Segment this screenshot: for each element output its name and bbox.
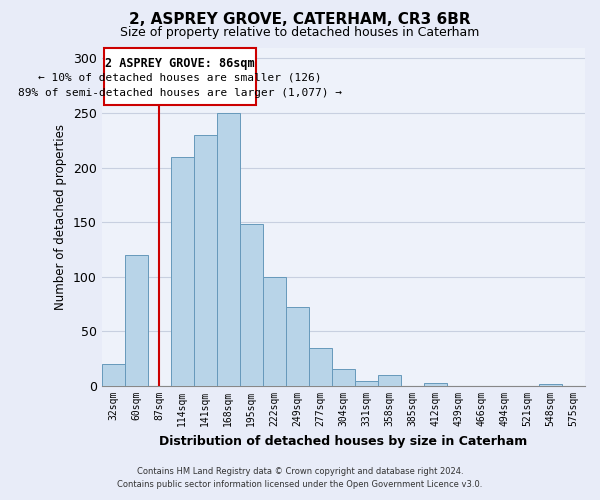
Text: 2 ASPREY GROVE: 86sqm: 2 ASPREY GROVE: 86sqm bbox=[105, 58, 255, 70]
Text: 2, ASPREY GROVE, CATERHAM, CR3 6BR: 2, ASPREY GROVE, CATERHAM, CR3 6BR bbox=[129, 12, 471, 28]
Bar bbox=[332, 368, 355, 386]
Bar bbox=[217, 113, 240, 386]
Bar bbox=[194, 135, 217, 386]
Bar bbox=[263, 277, 286, 386]
Bar bbox=[539, 384, 562, 386]
Bar bbox=[424, 383, 447, 386]
FancyBboxPatch shape bbox=[104, 48, 256, 106]
Bar bbox=[378, 375, 401, 386]
X-axis label: Distribution of detached houses by size in Caterham: Distribution of detached houses by size … bbox=[159, 434, 527, 448]
Bar bbox=[355, 380, 378, 386]
Text: ← 10% of detached houses are smaller (126): ← 10% of detached houses are smaller (12… bbox=[38, 72, 322, 83]
Text: Size of property relative to detached houses in Caterham: Size of property relative to detached ho… bbox=[121, 26, 479, 39]
Bar bbox=[102, 364, 125, 386]
Y-axis label: Number of detached properties: Number of detached properties bbox=[55, 124, 67, 310]
Bar bbox=[286, 308, 309, 386]
Bar bbox=[240, 224, 263, 386]
Bar bbox=[125, 255, 148, 386]
Text: 89% of semi-detached houses are larger (1,077) →: 89% of semi-detached houses are larger (… bbox=[18, 88, 342, 98]
Bar bbox=[171, 156, 194, 386]
Bar bbox=[309, 348, 332, 386]
Text: Contains HM Land Registry data © Crown copyright and database right 2024.
Contai: Contains HM Land Registry data © Crown c… bbox=[118, 467, 482, 489]
